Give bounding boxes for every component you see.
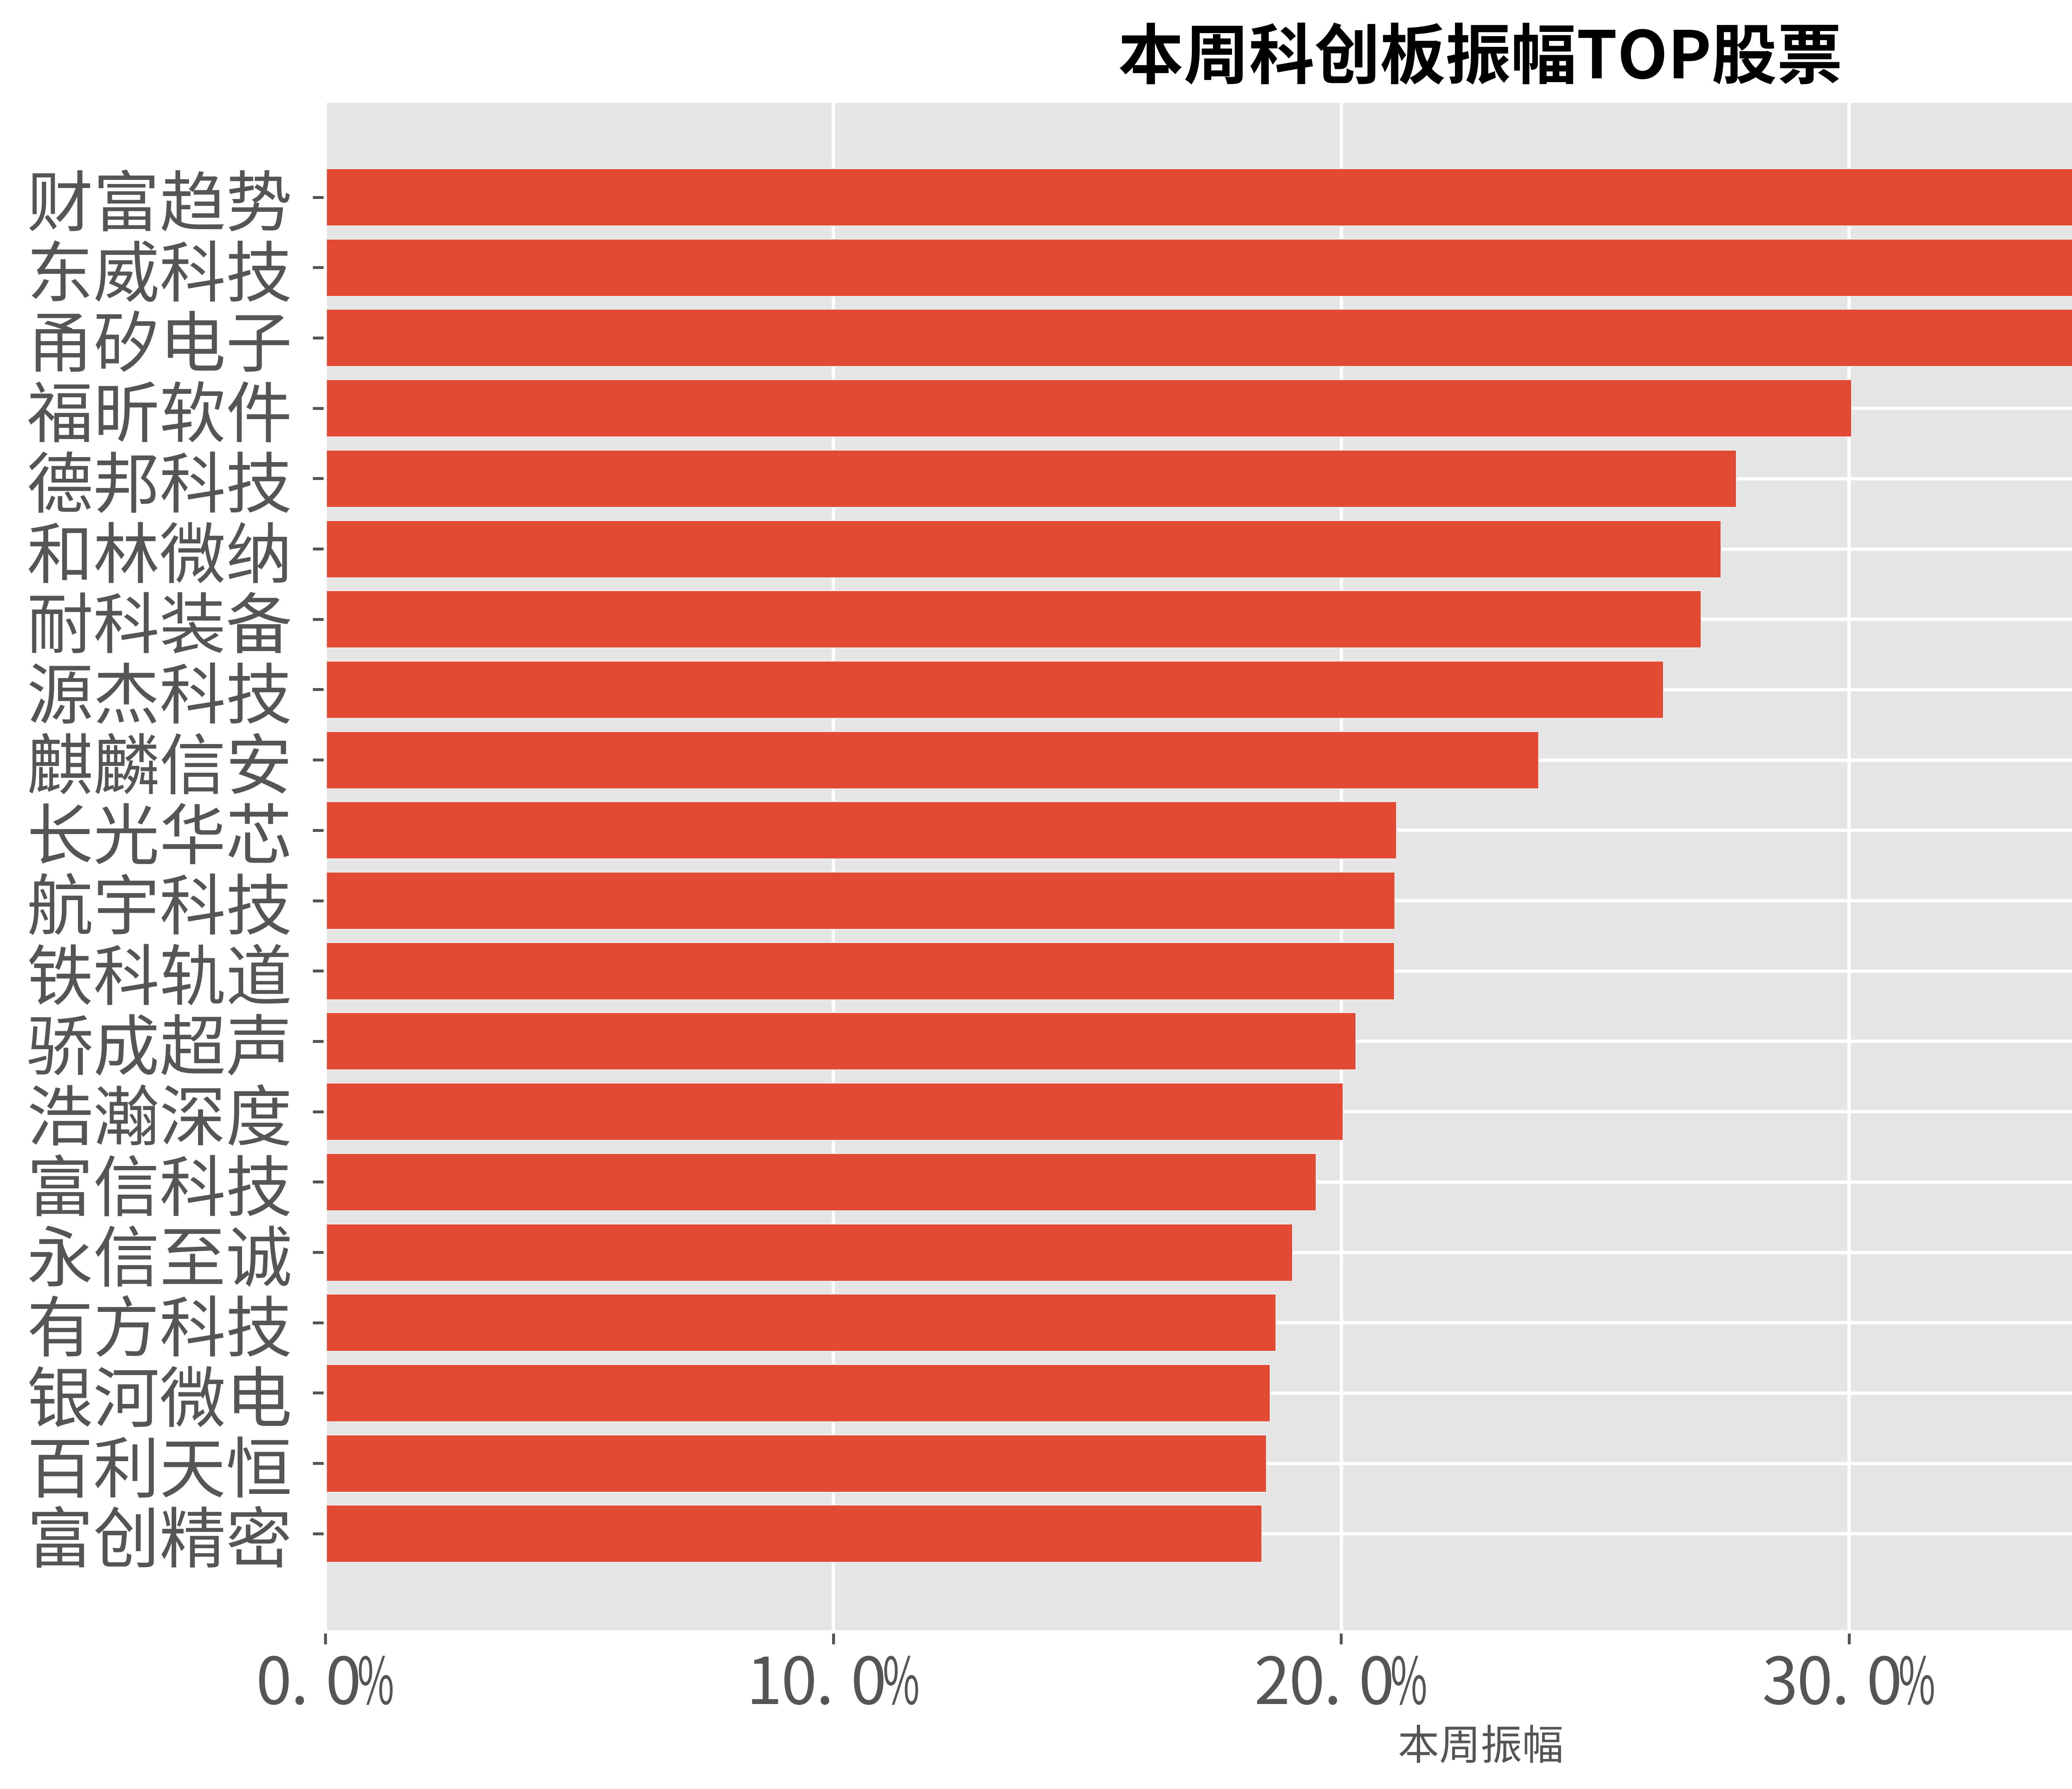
y-tick-label-left: 甬矽电子 (27, 290, 292, 386)
bar-甬矽电子 (326, 309, 2072, 367)
y-tick-label-left: 浩瀚深度 (27, 1064, 292, 1160)
bar-百利天恒 (326, 1434, 1267, 1493)
bar-铁科轨道 (326, 942, 1395, 1000)
y-tick (313, 266, 324, 269)
y-tick (313, 1391, 324, 1395)
y-tick-label-left: 有方科技 (27, 1275, 292, 1371)
x-tick-label-char: 0 (1797, 1629, 1833, 1723)
y-tick (313, 548, 324, 550)
bar-东威科技 (326, 238, 2072, 297)
x-tick-label-char: 2 (1254, 1629, 1290, 1723)
x-tick-label: 0. 0% (256, 1644, 395, 1708)
x-tick (832, 1633, 835, 1644)
x-tick-label-char: 0 (1289, 1629, 1325, 1723)
bar-福昕软件 (326, 379, 1852, 438)
y-tick (313, 618, 324, 621)
x-tick-label-char: . (816, 1629, 834, 1723)
y-tick (313, 196, 324, 199)
bar-和林微纳 (326, 520, 1721, 578)
bar-银河微电 (326, 1364, 1271, 1422)
y-tick-label-left: 源杰科技 (27, 641, 292, 738)
y-tick-label-left: 东威科技 (27, 219, 292, 316)
x-tick-label-char: % (1390, 1629, 1428, 1723)
bar-永信至诚 (326, 1223, 1293, 1282)
x-axis-label: 本周振幅 (1398, 1711, 1564, 1772)
x-tick-label-char: . (1324, 1629, 1342, 1723)
y-tick (313, 1251, 324, 1254)
bar-浩瀚深度 (326, 1083, 1344, 1141)
y-tick-label-left: 耐科装备 (27, 571, 292, 668)
x-tick-label-char: % (882, 1629, 920, 1723)
bar-耐科装备 (326, 590, 1702, 649)
x-tick-label-char: 1 (746, 1629, 782, 1723)
x-tick-label-char: % (1898, 1629, 1935, 1723)
bar-有方科技 (326, 1294, 1277, 1352)
y-tick (313, 829, 324, 832)
y-tick-label-left: 麒麟信安 (27, 712, 292, 808)
bar-德邦科技 (326, 449, 1737, 508)
x-tick-label-char: . (290, 1629, 309, 1723)
y-tick (313, 1110, 324, 1113)
y-tick (313, 970, 324, 973)
bar-航宇科技 (326, 872, 1396, 930)
y-tick-label-left: 永信至诚 (27, 1204, 292, 1301)
x-tick-label: 30. 0% (1762, 1644, 1936, 1708)
bar-骄成超声 (326, 1012, 1356, 1071)
y-tick (313, 1321, 324, 1324)
gridline-vertical (832, 103, 835, 1630)
x-tick-label-char: 0 (850, 1629, 887, 1723)
y-tick (313, 899, 324, 902)
chart-title: 本周科创板振幅TOP股票 (1118, 2, 1842, 97)
x-tick (1847, 1633, 1851, 1644)
y-tick (313, 1181, 324, 1184)
x-tick-label: 20. 0% (1254, 1644, 1428, 1708)
x-tick-label-char: 0 (256, 1629, 292, 1723)
y-tick (313, 336, 324, 339)
x-tick (1340, 1633, 1343, 1644)
y-tick-label-left: 长光华芯 (27, 782, 292, 879)
y-tick-label-left: 富创精密 (27, 1486, 292, 1582)
bar-富创精密 (326, 1505, 1263, 1563)
y-tick-label-left: 骄成超声 (27, 993, 292, 1090)
bar-长光华芯 (326, 801, 1397, 860)
y-tick-label-left: 和林微纳 (27, 501, 292, 597)
y-tick-label-left: 银河微电 (27, 1345, 292, 1441)
gridline-vertical (1847, 103, 1851, 1630)
x-tick-label-char: 0 (325, 1629, 362, 1723)
x-tick-label: 10. 0% (746, 1644, 920, 1708)
x-tick-label-char: 3 (1762, 1629, 1798, 1723)
y-tick (313, 407, 324, 410)
x-tick-label-char: 0 (781, 1629, 817, 1723)
y-tick-label-left: 铁科轨道 (27, 923, 292, 1019)
y-tick (313, 477, 324, 480)
bar-源杰科技 (326, 660, 1664, 719)
y-tick-label-left: 百利天恒 (27, 1415, 292, 1512)
x-tick (324, 1633, 327, 1644)
y-tick (313, 1462, 324, 1465)
y-tick (313, 688, 324, 691)
y-tick-label-left: 财富趋势 (27, 149, 292, 245)
y-tick (313, 1532, 324, 1535)
y-tick-label-left: 富信科技 (27, 1134, 292, 1230)
y-tick (313, 759, 324, 762)
y-tick-label-left: 德邦科技 (27, 430, 292, 527)
bar-财富趋势 (326, 168, 2072, 226)
x-tick-label-char: % (357, 1629, 395, 1723)
bar-富信科技 (326, 1153, 1317, 1211)
bar-麒麟信安 (326, 731, 1539, 789)
y-tick-label-left: 航宇科技 (27, 853, 292, 949)
x-tick-label-char: 0 (1358, 1629, 1395, 1723)
gridline-vertical (1339, 103, 1343, 1630)
y-tick-label-left: 福昕软件 (27, 360, 292, 457)
plot-area (326, 103, 2072, 1630)
y-tick (313, 1040, 324, 1043)
x-tick-label-char: . (1832, 1629, 1850, 1723)
x-tick-label-char: 0 (1866, 1629, 1903, 1723)
